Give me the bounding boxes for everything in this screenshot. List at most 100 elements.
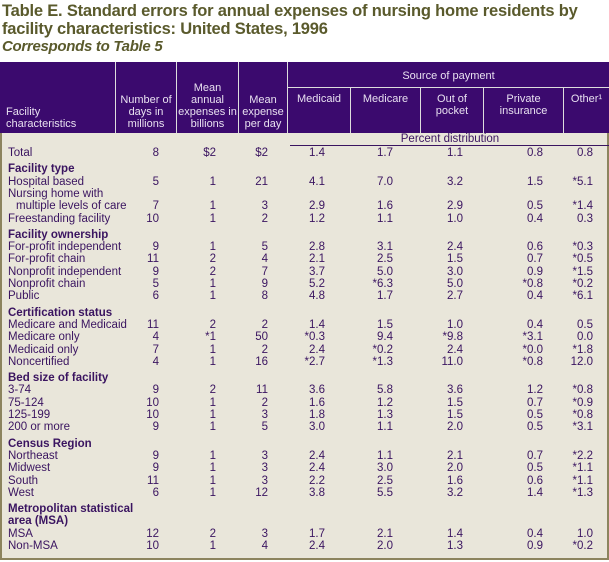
cell-medicare: 7.0 [377,175,393,188]
cell-other: *1.1 [572,462,593,475]
cell-private: 1.5 [527,175,543,188]
cell-days: 9 [152,384,159,397]
cell-days: 11 [147,318,159,331]
row-label: 3-74 [8,384,32,397]
cell-annual: 2 [209,318,216,331]
cell-out-of-pocket: 3.2 [447,486,463,499]
cell-private: 0.9 [527,540,543,552]
cell-annual: $2 [203,147,216,159]
table-row: For-profit independent 9 1 5 2.8 3.1 2.4 0.6 *0.… [2,241,607,254]
cell-medicaid: 4.8 [309,290,325,303]
cell-annual: 1 [209,343,216,356]
cell-annual: 2 [209,384,216,397]
cell-private: 0.7 [527,253,543,266]
cell-annual: 2 [209,253,216,266]
cell-private: 1.2 [527,384,543,397]
cell-out-of-pocket: 3.2 [447,175,463,188]
cell-annual: 1 [209,175,216,188]
cell-medicare: 1.5 [377,318,393,331]
cell-perday: 2 [261,343,268,356]
cell-medicaid: *2.7 [304,355,325,368]
cell-medicaid: 2.8 [309,241,325,254]
cell-out-of-pocket: 2.1 [447,449,463,462]
row-label: Medicaid only [8,343,79,356]
cell-out-of-pocket: 2.9 [447,200,463,213]
cell-private: 0.5 [527,200,543,213]
cell-days: 9 [152,449,159,462]
cell-perday: 2 [261,396,268,409]
cell-medicaid: 2.2 [309,474,325,487]
cell-perday: 3 [261,200,268,213]
cell-medicare: 1.1 [377,449,393,462]
cell-other: *6.1 [572,290,593,303]
cell-private: 0.6 [527,474,543,487]
table-row: MSA 12 2 3 1.7 2.1 1.4 0.4 1.0 [2,528,607,541]
cell-days: 4 [152,331,159,344]
cell-perday: 3 [261,449,268,462]
cell-out-of-pocket: 2.0 [447,462,463,475]
cell-other: *0.2 [572,540,593,552]
cell-private: 0.6 [527,241,543,254]
row-label: Northeast [8,449,58,462]
cell-medicare: 5.0 [377,265,393,278]
row-label: Facility ownership [8,228,109,241]
row-label: 75-124 [8,396,44,409]
cell-out-of-pocket: *9.8 [442,331,463,344]
table-row: Hospital based 5 1 21 4.1 7.0 3.2 1.5 *5.1 [2,176,607,189]
cell-days: 6 [152,290,159,303]
cell-annual: 2 [209,265,216,278]
cell-days: 12 [146,527,159,540]
table-row: Northeast 9 1 3 2.4 1.1 2.1 0.7 *2.2 [2,450,607,463]
cell-days: 9 [152,241,159,254]
cell-out-of-pocket: 2.7 [447,290,463,303]
cell-medicaid: 1.2 [309,212,325,225]
table-row: Nursing home with [2,188,607,201]
section-header: Bed size of facility [2,372,607,385]
row-label: Metropolitan statistical [8,503,134,516]
row-label: West [8,486,34,499]
cell-other: 0.5 [577,318,593,331]
cell-out-of-pocket: 1.0 [447,318,463,331]
cell-other: *5.1 [572,175,593,188]
cell-medicare: 1.1 [377,421,393,434]
cell-perday: 9 [261,278,268,290]
cell-days: 7 [152,200,159,213]
table-row: South 11 1 3 2.2 2.5 1.6 0.6 *1.1 [2,475,607,488]
cell-other: 1.0 [577,527,593,540]
row-label: Census Region [8,437,92,450]
row-label: area (MSA) [8,515,69,528]
cell-out-of-pocket: 1.4 [447,527,463,540]
table-row: Nonprofit independent 9 2 7 3.7 5.0 3.0 0.9 *1.5 [2,266,607,279]
cell-perday: 16 [255,355,268,368]
cell-annual: 2 [209,527,216,540]
cell-private: 1.4 [527,486,543,499]
cell-perday: 50 [255,331,268,344]
cell-medicare: 3.0 [377,462,393,475]
cell-out-of-pocket: 1.6 [447,474,463,487]
cell-other: *0.9 [572,396,593,409]
table-row: Medicare and Medicaid 11 2 2 1.4 1.5 1.0 0.4 0.5 [2,319,607,332]
cell-medicare: 2.1 [377,527,393,540]
cell-other: *0.2 [572,278,593,290]
cell-out-of-pocket: 3.0 [447,265,463,278]
cell-medicaid: 2.4 [309,343,325,356]
section-header: area (MSA) [2,515,607,528]
header-facility: Facility characteristics [0,62,116,133]
cell-days: 10 [146,396,159,409]
header-days: Number of days in millions [116,62,177,133]
cell-out-of-pocket: 1.1 [447,147,463,159]
cell-medicaid: 1.7 [309,527,325,540]
cell-perday: 8 [261,290,268,303]
table-row: 200 or more 9 1 5 3.0 1.1 2.0 0.5 *3.1 [2,421,607,434]
cell-out-of-pocket: 2.4 [447,343,463,356]
cell-medicare: 1.7 [377,147,393,159]
cell-private: 0.7 [527,396,543,409]
cell-medicaid: 3.6 [309,384,325,397]
cell-perday: 2 [261,212,268,225]
cell-out-of-pocket: 1.5 [447,409,463,421]
table-body: Percent distribution Total 8 $2 $2 1.4 1.7 1.1… [0,133,609,560]
cell-other: 0.3 [577,212,593,225]
cell-medicare: 1.7 [377,290,393,303]
cell-out-of-pocket: 2.0 [447,421,463,434]
cell-private: 0.8 [527,147,543,159]
